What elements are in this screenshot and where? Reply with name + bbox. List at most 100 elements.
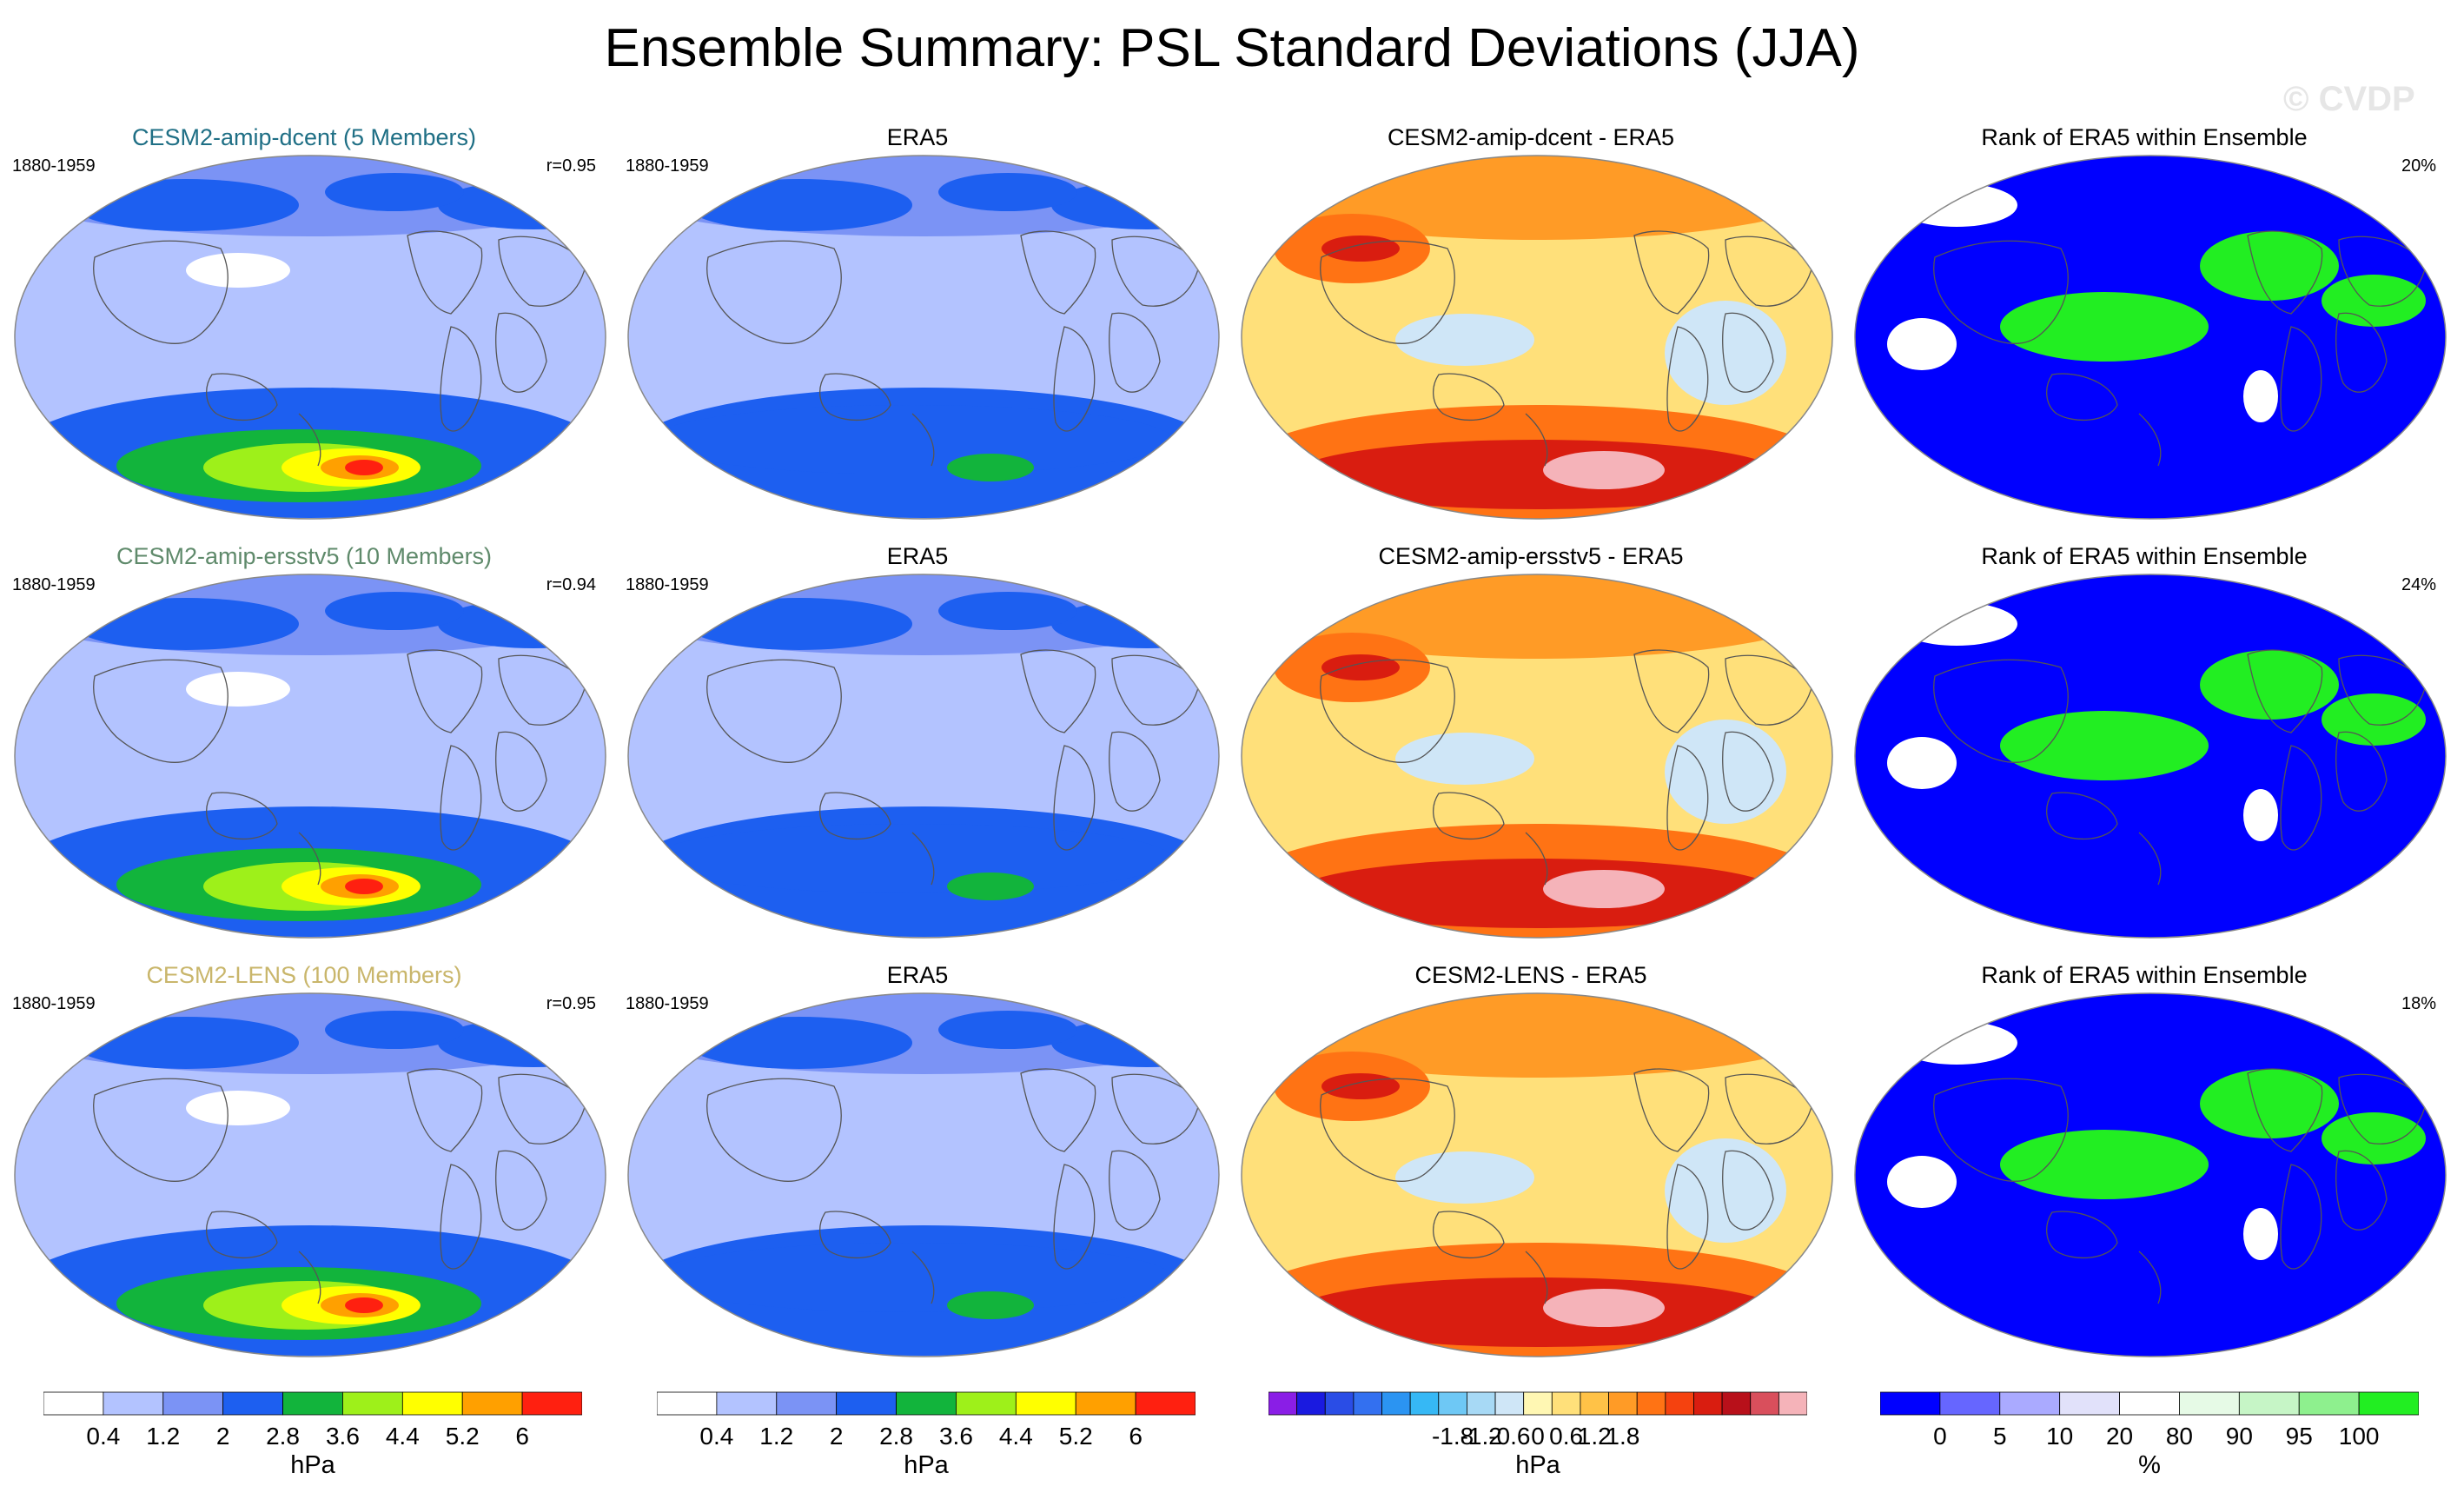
coastline	[2046, 1211, 2118, 1259]
colorbar-swatch	[1353, 1391, 1382, 1416]
map-field	[1239, 991, 1835, 1359]
north-white	[1896, 602, 2017, 646]
coastline	[1020, 649, 1096, 733]
coastline	[495, 1150, 547, 1231]
colorbar-swatch	[1778, 1391, 1807, 1416]
colorbar-tick-label: 2.8	[266, 1423, 300, 1450]
colorbar-swatch	[956, 1391, 1017, 1416]
southern-max	[947, 873, 1034, 900]
colorbar-swatch	[1580, 1391, 1609, 1416]
coastline	[2335, 1150, 2388, 1231]
colorbar-swatch	[2298, 1391, 2360, 1416]
southern-band-core	[652, 824, 1173, 893]
map-panel: ERA5 1880-1959	[613, 959, 1222, 1359]
map-field	[1239, 153, 1835, 521]
map-field	[1852, 153, 2448, 521]
coastline	[206, 1211, 278, 1259]
colorbar-swatch	[1381, 1391, 1411, 1416]
colorbar: -1.8 -1.2 -0.6 0 0.6 1.2 1.8 hPa	[1268, 1385, 1807, 1490]
north-white	[1896, 1021, 2017, 1065]
colorbar-swatch	[2059, 1391, 2120, 1416]
pacific-green	[2000, 711, 2209, 780]
colorbar-swatch	[461, 1391, 523, 1416]
coastline	[407, 1068, 483, 1152]
colorbar-scale: 0.4 1.2 2 2.8 3.6 4.4 5.2 6	[43, 1391, 582, 1450]
map-field	[626, 991, 1222, 1359]
coastline	[1525, 1251, 1548, 1304]
coastline	[1633, 649, 1710, 733]
coastline	[1725, 1073, 1813, 1145]
southern-red	[345, 879, 383, 894]
colorbar-unit: %	[2138, 1451, 2161, 1479]
colorbar-swatch	[1523, 1391, 1553, 1416]
colorbar-swatch	[342, 1391, 403, 1416]
colorbar-swatch	[1075, 1391, 1136, 1416]
rank-map	[1854, 992, 2447, 1357]
coastline	[440, 326, 482, 432]
panel-title: CESM2-amip-ersstv5 - ERA5	[1378, 543, 1684, 569]
colorbar-swatch	[2238, 1391, 2300, 1416]
colorbar-tick-label: 4.4	[386, 1423, 420, 1450]
coastline	[495, 312, 547, 393]
map-panel: CESM2-amip-dcent - ERA5	[1227, 122, 1835, 521]
colorbar-tick-label: -1.8	[1432, 1423, 1474, 1450]
coastline	[206, 792, 278, 840]
panel-title: ERA5	[886, 962, 949, 988]
coastline	[1525, 832, 1548, 886]
coastline	[1109, 731, 1161, 812]
colorbar-tick-label: 2.8	[879, 1423, 913, 1450]
low-std-patch	[186, 672, 290, 707]
coastline	[911, 832, 935, 886]
colorbar-scale: 0.4 1.2 2 2.8 3.6 4.4 5.2 6	[657, 1391, 1196, 1450]
coastline	[1722, 731, 1774, 812]
colorbar-swatch	[716, 1391, 778, 1416]
map-field	[626, 153, 1222, 521]
colorbar-swatch	[1693, 1391, 1723, 1416]
colorbar-unit: hPa	[904, 1451, 949, 1479]
south-america-white	[2243, 789, 2278, 841]
map-panel: CESM2-LENS (100 Members) 1880-1959 r=0.95	[0, 959, 608, 1359]
coastline	[2338, 654, 2427, 726]
map-panel: CESM2-amip-ersstv5 - ERA5	[1227, 541, 1835, 940]
southern-max	[1543, 1289, 1665, 1327]
north-white	[1896, 183, 2017, 227]
coastline	[2280, 745, 2322, 851]
coastline	[1525, 413, 1548, 467]
coastline	[407, 649, 483, 733]
colorbar-swatch	[1665, 1391, 1694, 1416]
west-white	[1887, 737, 1957, 789]
coastline	[706, 659, 842, 763]
colorbar-scale: -1.8-1.2-0.6 0 0.61.21.8	[1268, 1391, 1807, 1450]
coastline	[1666, 326, 1709, 432]
colorbar-swatch	[1551, 1391, 1581, 1416]
colorbar-tick-label: 80	[2166, 1423, 2193, 1450]
tropical-pacific-negative	[1395, 314, 1534, 366]
coastline	[1666, 745, 1709, 851]
diff-map	[1241, 574, 1833, 939]
colorbar-tick-label: 5	[1993, 1423, 2007, 1450]
coastline	[206, 373, 278, 421]
map-panel: CESM2-amip-ersstv5 (10 Members) 1880-1959…	[0, 541, 608, 940]
coastline	[298, 1251, 321, 1304]
diff-map	[1241, 155, 1833, 520]
colorbar: 0.4 1.2 2 2.8 3.6 4.4 5.2 6 hPa	[43, 1385, 582, 1490]
colorbar-tick-label: 2	[830, 1423, 844, 1450]
colorbar-swatch	[1494, 1391, 1525, 1416]
coastline	[407, 230, 483, 315]
panel-title: ERA5	[886, 124, 949, 150]
colorbar-swatch	[222, 1391, 283, 1416]
coastline	[498, 236, 586, 307]
tropical-pacific-negative	[1395, 1151, 1534, 1204]
map-panel: Rank of ERA5 within Ensemble 20%	[1840, 122, 2448, 521]
eurasia-green	[2200, 650, 2339, 720]
southern-ocean-core	[1294, 1277, 1780, 1347]
atlantic-negative	[1665, 720, 1786, 824]
colorbar-swatch	[896, 1391, 957, 1416]
colorbar-tick-label: 4.4	[999, 1423, 1033, 1450]
colorbar-swatch	[2119, 1391, 2180, 1416]
coastline	[1933, 240, 2069, 344]
panel-title: Rank of ERA5 within Ensemble	[1981, 962, 2308, 988]
coastline	[1109, 1150, 1161, 1231]
coastline	[495, 731, 547, 812]
period-label: 1880-1959	[626, 994, 709, 1013]
